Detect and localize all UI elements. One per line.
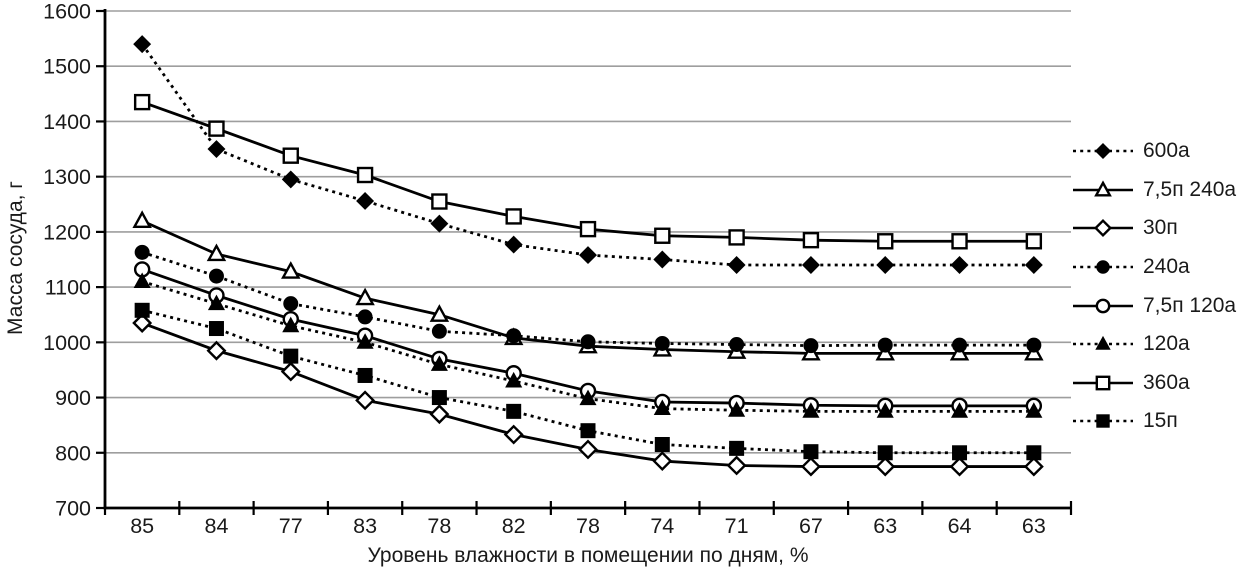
legend-item: 120а: [1072, 325, 1239, 364]
legend-label: 120а: [1143, 332, 1190, 356]
y-tick-label: 800: [55, 441, 91, 465]
legend-label: 7,5п 120а: [1143, 293, 1237, 317]
y-tick-label: 1600: [43, 0, 91, 24]
x-tick-label: 78: [427, 514, 451, 538]
y-tick-labels: 700 800 900 1000 1100 1200 1300 1400 1500 1600: [43, 0, 91, 521]
legend-open-diamond-icon: [1073, 219, 1133, 238]
legend-item: 15п: [1072, 402, 1239, 441]
x-tick-label: 77: [279, 514, 303, 538]
x-tick-label: 74: [650, 514, 674, 538]
y-tick-label: 1400: [43, 110, 91, 134]
legend-filled-square-icon: [1073, 414, 1133, 429]
legend-filled-diamond-icon: [1073, 143, 1133, 160]
x-tick-label: 84: [205, 514, 229, 538]
y-tick-label: 1300: [43, 165, 91, 189]
y-tick-label: 1000: [43, 331, 91, 355]
axes: [96, 9, 1073, 515]
legend-item: 7,5п 120а: [1072, 286, 1239, 325]
chart-legend: 600а 7,5п 240а 30п 240а 7,5п 120а 120а 360а 15п: [1072, 132, 1239, 441]
series-120а: [133, 272, 1043, 418]
x-tick-label: 64: [948, 514, 972, 538]
x-tick-label: 85: [130, 514, 154, 538]
x-tick-label: 71: [725, 514, 749, 538]
legend-open-square-icon: [1073, 375, 1133, 391]
legend-label: 600а: [1143, 139, 1190, 163]
legend-item: 7,5п 240а: [1072, 171, 1239, 210]
legend-label: 7,5п 240а: [1143, 177, 1237, 201]
legend-item: 240а: [1072, 248, 1239, 287]
x-tick-labels: 85 84 77 83 78 82 78 74 71 67 63 64 63: [130, 514, 1046, 538]
y-tick-label: 700: [55, 497, 91, 521]
legend-item: 30п: [1072, 209, 1239, 248]
y-axis-title: Масса сосуда, г: [4, 181, 27, 335]
legend-item: 600а: [1072, 132, 1239, 171]
y-tick-label: 1200: [43, 220, 91, 244]
legend-open-circle-icon: [1073, 298, 1133, 314]
series-360а: [133, 93, 1043, 250]
y-tick-label: 1100: [45, 276, 91, 300]
legend-filled-circle-icon: [1073, 260, 1133, 274]
x-tick-label: 63: [1022, 514, 1046, 538]
x-tick-label: 83: [353, 514, 377, 538]
x-tick-label: 67: [799, 514, 823, 538]
y-tick-label: 900: [55, 386, 91, 410]
legend-label: 360а: [1143, 370, 1190, 394]
series-15п: [134, 302, 1042, 461]
x-tick-label: 63: [873, 514, 897, 538]
series-600а: [133, 35, 1043, 274]
legend-label: 15п: [1143, 409, 1178, 433]
y-tick-label: 1500: [43, 55, 91, 79]
legend-label: 240а: [1143, 255, 1190, 279]
x-tick-label: 82: [502, 514, 526, 538]
legend-label: 30п: [1143, 216, 1178, 240]
series-30п: [132, 313, 1044, 477]
x-axis-title: Уровень влажности в помещении по дням, %: [367, 544, 809, 567]
legend-open-triangle-icon: [1073, 180, 1133, 197]
series-240а: [134, 244, 1042, 354]
legend-filled-triangle-icon: [1073, 336, 1133, 351]
legend-item: 360а: [1072, 364, 1239, 403]
x-tick-label: 78: [576, 514, 600, 538]
